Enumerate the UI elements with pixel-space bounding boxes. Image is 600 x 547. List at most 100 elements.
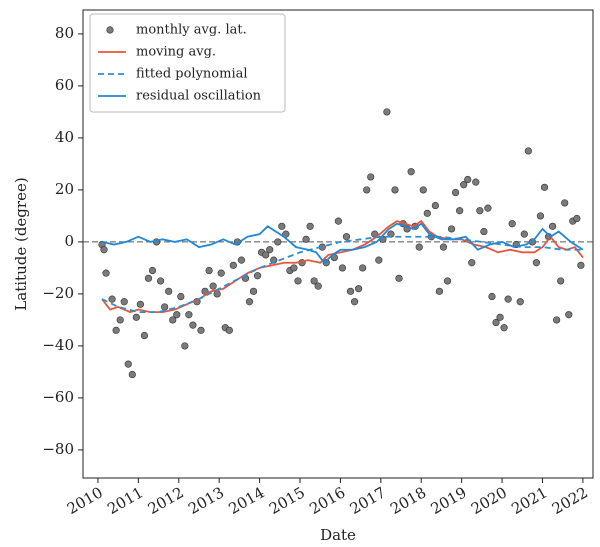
data-point	[456, 207, 464, 215]
data-point	[102, 269, 110, 277]
data-point	[229, 261, 237, 269]
data-point	[290, 264, 298, 272]
data-point	[334, 217, 343, 225]
data-point	[532, 259, 541, 267]
data-point	[342, 233, 351, 241]
data-point	[132, 313, 140, 321]
data-point	[205, 266, 213, 275]
data-point	[165, 287, 173, 295]
data-point	[144, 274, 153, 282]
y-tick-label: −60	[42, 388, 74, 406]
data-point	[249, 287, 258, 295]
data-point	[156, 277, 165, 285]
data-point	[423, 209, 431, 217]
data-point	[447, 225, 456, 233]
data-point	[177, 292, 185, 301]
x-tick-label: 2017	[347, 483, 389, 518]
series-line	[101, 222, 584, 265]
data-point	[100, 246, 108, 254]
data-point	[338, 264, 347, 272]
data-point	[476, 207, 484, 215]
data-point	[237, 256, 246, 264]
legend-label: fitted polynomial	[136, 67, 248, 82]
data-point	[484, 204, 492, 212]
data-point	[322, 259, 330, 267]
data-point	[359, 264, 367, 272]
data-point	[540, 183, 549, 191]
data-point	[169, 316, 177, 324]
legend: monthly avg. lat. moving avg. fitted polyn…	[89, 13, 286, 113]
data-point	[443, 277, 452, 285]
y-tick-label: −20	[42, 284, 74, 302]
data-point	[173, 311, 181, 319]
x-tick-label: 2013	[185, 483, 227, 518]
data-point	[472, 178, 480, 186]
data-point	[346, 287, 355, 295]
data-point	[391, 186, 399, 194]
data-point	[557, 277, 565, 285]
data-point	[565, 311, 573, 319]
data-point	[124, 360, 132, 368]
data-point	[189, 321, 197, 329]
data-point	[383, 108, 391, 116]
legend-label: moving avg.	[136, 45, 216, 60]
legend-box	[89, 13, 286, 113]
data-point	[367, 173, 375, 181]
data-point	[197, 326, 205, 334]
data-point	[504, 295, 512, 303]
data-point	[108, 295, 116, 303]
data-point	[350, 298, 359, 306]
data-point	[161, 303, 169, 311]
x-tick-label: 2022	[549, 483, 591, 518]
data-point	[435, 287, 444, 295]
x-tick-label: 2014	[226, 483, 268, 518]
data-point	[520, 230, 528, 238]
data-point	[553, 316, 561, 324]
legend-label: monthly avg. lat.	[136, 23, 247, 38]
data-point	[253, 272, 262, 280]
x-tick-label: 2015	[266, 483, 308, 518]
y-axis-label: Latitude (degree)	[12, 177, 30, 310]
data-point	[140, 331, 149, 340]
data-point	[573, 214, 581, 223]
data-point	[185, 311, 193, 319]
x-tick-label: 2020	[468, 483, 510, 518]
x-axis-label: Date	[320, 526, 356, 544]
data-point	[112, 326, 120, 334]
data-point	[136, 300, 144, 308]
data-point	[516, 298, 524, 306]
data-point	[508, 220, 516, 228]
x-tick-label: 2012	[145, 483, 187, 518]
y-tick-label: 20	[55, 180, 74, 198]
x-tick-label: 2019	[428, 483, 470, 518]
x-tick-label: 2021	[508, 483, 550, 518]
x-tick-label: 2010	[64, 483, 106, 518]
data-point	[561, 199, 569, 207]
data-point	[355, 285, 363, 293]
y-tick-label: −40	[42, 336, 74, 354]
data-point	[492, 318, 500, 327]
data-point	[128, 370, 136, 379]
data-point	[306, 222, 314, 230]
legend-marker	[106, 26, 114, 34]
data-point	[266, 246, 274, 254]
y-tick-label: −80	[42, 440, 74, 458]
data-point	[375, 256, 383, 264]
data-point	[116, 316, 124, 324]
y-tick-label: 40	[55, 128, 74, 146]
data-point	[278, 222, 286, 230]
data-point	[120, 298, 128, 306]
data-point	[431, 201, 439, 210]
data-point	[302, 235, 310, 243]
y-tick-label: 80	[55, 24, 74, 42]
data-point	[577, 261, 585, 269]
data-point	[363, 186, 371, 194]
plot-frame	[82, 9, 594, 479]
y-tick-label: 0	[64, 232, 74, 250]
data-point	[225, 326, 233, 334]
data-point	[294, 277, 302, 285]
legend-label: residual oscillation	[136, 89, 262, 104]
data-point	[464, 175, 472, 184]
data-point	[468, 259, 476, 267]
